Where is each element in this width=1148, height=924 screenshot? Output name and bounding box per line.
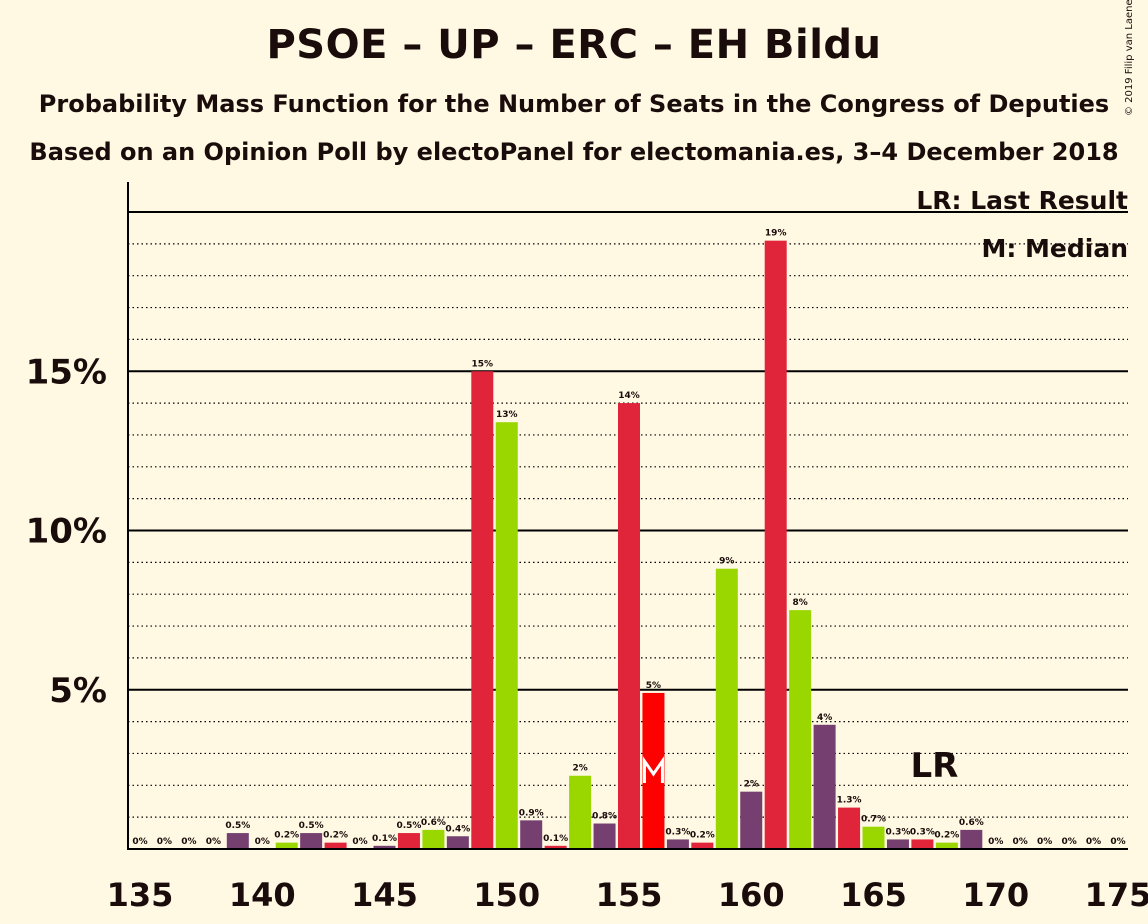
data-label: 8% bbox=[793, 598, 808, 608]
data-label: 0% bbox=[1061, 837, 1076, 847]
x-tick-label: 155 bbox=[596, 876, 663, 914]
data-label: 0.1% bbox=[543, 834, 568, 844]
data-label: 0% bbox=[255, 837, 270, 847]
data-label: 19% bbox=[765, 229, 787, 239]
x-tick-label: 135 bbox=[107, 876, 174, 914]
chart-source: Based on an Opinion Poll by electoPanel … bbox=[29, 138, 1119, 166]
data-label: 4% bbox=[817, 713, 832, 723]
chart-title: PSOE – UP – ERC – EH Bildu bbox=[266, 22, 882, 68]
bar bbox=[422, 829, 445, 849]
data-label: 0% bbox=[157, 837, 172, 847]
bar bbox=[935, 842, 958, 849]
data-label: 1.3% bbox=[837, 796, 862, 806]
data-label: 0% bbox=[1110, 837, 1125, 847]
x-tick-label: 175 bbox=[1085, 876, 1148, 914]
bar bbox=[275, 842, 298, 849]
y-tick-label: 15% bbox=[26, 352, 107, 392]
bar bbox=[300, 833, 323, 849]
bar bbox=[520, 820, 543, 849]
bar bbox=[789, 610, 812, 849]
data-label: 0% bbox=[1013, 837, 1028, 847]
data-label: 0.6% bbox=[421, 818, 446, 828]
bar bbox=[740, 791, 763, 849]
data-label: 0.3% bbox=[885, 827, 910, 837]
y-tick-label: 5% bbox=[49, 671, 107, 711]
bar bbox=[642, 692, 665, 849]
bar bbox=[911, 839, 934, 849]
data-label: 0.5% bbox=[225, 821, 250, 831]
bar bbox=[838, 807, 861, 849]
bar bbox=[324, 842, 347, 849]
bar bbox=[226, 833, 249, 849]
bar bbox=[544, 845, 567, 849]
x-tick-label: 165 bbox=[840, 876, 907, 914]
data-label: 0.2% bbox=[274, 831, 299, 841]
data-label: 0.8% bbox=[592, 812, 617, 822]
x-tick-label: 160 bbox=[718, 876, 785, 914]
data-label: 13% bbox=[496, 410, 518, 420]
data-label: 2% bbox=[744, 780, 759, 790]
bar bbox=[446, 836, 469, 849]
legend-median: M: Median bbox=[981, 234, 1128, 263]
bar bbox=[495, 422, 518, 849]
last-result-marker: LR bbox=[910, 746, 958, 786]
data-label: 0.6% bbox=[959, 818, 984, 828]
data-label: 0.3% bbox=[665, 827, 690, 837]
median-marker bbox=[642, 756, 664, 783]
data-label: 0% bbox=[1086, 837, 1101, 847]
data-label: 0% bbox=[988, 837, 1003, 847]
bar bbox=[373, 845, 396, 849]
bar bbox=[862, 826, 885, 849]
bar bbox=[471, 371, 494, 849]
bar bbox=[960, 829, 983, 849]
data-label: 14% bbox=[618, 391, 640, 401]
x-tick-label: 145 bbox=[351, 876, 418, 914]
data-label: 2% bbox=[572, 764, 587, 774]
data-label: 0% bbox=[1037, 837, 1052, 847]
data-label: 0.5% bbox=[396, 821, 421, 831]
data-label: 15% bbox=[472, 359, 494, 369]
data-label: 9% bbox=[719, 557, 734, 567]
bar bbox=[886, 839, 909, 849]
y-tick-label: 10% bbox=[26, 512, 107, 552]
bar bbox=[666, 839, 689, 849]
data-label: 0.7% bbox=[861, 815, 886, 825]
bar bbox=[593, 823, 616, 849]
bar bbox=[569, 775, 592, 849]
data-label: 0.3% bbox=[910, 827, 935, 837]
legend-last-result: LR: Last Result bbox=[916, 186, 1128, 215]
x-tick-label: 140 bbox=[229, 876, 296, 914]
data-label: 0.9% bbox=[519, 808, 544, 818]
data-label: 0.1% bbox=[372, 834, 397, 844]
bar bbox=[715, 568, 738, 849]
data-label: 5% bbox=[646, 681, 661, 691]
bar bbox=[691, 842, 714, 849]
x-tick-label: 150 bbox=[473, 876, 540, 914]
data-label: 0% bbox=[181, 837, 196, 847]
data-label: 0.4% bbox=[445, 824, 470, 834]
bar bbox=[764, 240, 787, 850]
data-label: 0.2% bbox=[934, 831, 959, 841]
x-tick-label: 170 bbox=[962, 876, 1029, 914]
data-label: 0.5% bbox=[299, 821, 324, 831]
chart-subtitle: Probability Mass Function for the Number… bbox=[38, 90, 1110, 118]
data-label: 0% bbox=[352, 837, 367, 847]
data-label: 0% bbox=[132, 837, 147, 847]
data-label: 0.2% bbox=[323, 831, 348, 841]
bar bbox=[397, 833, 420, 849]
data-label: 0.2% bbox=[690, 831, 715, 841]
bar bbox=[618, 403, 640, 849]
bar bbox=[813, 724, 836, 849]
data-label: 0% bbox=[206, 837, 221, 847]
